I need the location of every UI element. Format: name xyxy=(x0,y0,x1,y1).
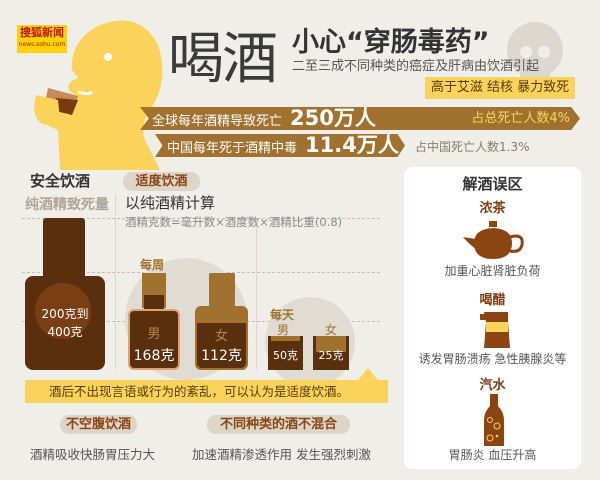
myth-name: 浓茶 xyxy=(479,201,506,216)
tip-tag: 不空腹饮酒 xyxy=(60,415,137,434)
headline: 小心“穿肠毒药” xyxy=(292,27,490,58)
divider xyxy=(22,218,380,219)
myth-effect: 加重心脏肾脏负荷 xyxy=(444,264,541,278)
global-stat-band: 全球每年酒精导致死亡 250万人 占总死亡人数4% xyxy=(140,107,580,130)
global-stat-label: 全球每年酒精导致死亡 xyxy=(152,114,283,129)
china-stat-share: 占中国死亡人数1.3% xyxy=(415,140,530,154)
tip-text: 加速酒精渗透作用 发生强烈刺激 xyxy=(192,447,371,462)
soda-bottle-icon xyxy=(484,394,504,446)
daily-female-glass: 25克 xyxy=(313,336,349,370)
callout-box: 高于艾滋 结核 暴力致死 xyxy=(425,77,575,99)
daily-female-label: 女 xyxy=(325,323,338,337)
vinegar-jug-icon xyxy=(480,312,510,348)
moderate-note: 酒后不出现言语或行为的紊乱，可以认为是适度饮酒。 xyxy=(25,380,388,403)
global-stat-share: 占总死亡人数4% xyxy=(471,111,570,126)
subtitle: 二至三成不同种类的癌症及肝病由饮酒引起 xyxy=(292,59,540,74)
moderate-drinking-tag: 适度饮酒 xyxy=(123,172,200,191)
safe-drinking-title: 安全饮酒 xyxy=(30,172,91,190)
lethal-dose-label: 纯酒精致死量 xyxy=(25,197,109,213)
china-stat-value: 11.4万人 xyxy=(305,133,399,157)
lethal-dose-bottle: 200克到 400克 xyxy=(25,218,105,370)
weekly-label: 每周 xyxy=(140,258,165,272)
tip-tag: 不同种类的酒不混合 xyxy=(207,415,350,434)
daily-male-glass: 50克 xyxy=(268,336,303,370)
china-stat-band: 中国每年死于酒精中毒 11.4万人 xyxy=(155,134,405,157)
myths-title: 解酒误区 xyxy=(462,175,523,193)
basis-text: 以纯酒精计算 xyxy=(125,194,216,212)
page-title: 喝酒 xyxy=(168,27,278,92)
skull-icon xyxy=(507,22,563,85)
weekly-male-bottle: 男 168克 xyxy=(128,273,180,370)
global-stat-value: 250万人 xyxy=(290,106,376,130)
myth-name: 汽水 xyxy=(479,378,506,393)
myth-effect: 诱发胃肠溃疡 急性胰腺炎等 xyxy=(418,352,567,366)
weekly-female-bottle: 女 112克 xyxy=(195,273,248,370)
teapot-icon xyxy=(463,221,524,259)
hangover-myths-card: 解酒误区 浓茶 加重心脏肾脏负荷 喝醋 诱发胃肠溃疡 急性胰腺炎等 汽水 胃肠炎… xyxy=(404,167,581,469)
myth-name: 喝醋 xyxy=(479,293,506,308)
daily-male-label: 男 xyxy=(277,323,290,337)
china-stat-label: 中国每年死于酒精中毒 xyxy=(167,141,298,156)
daily-label: 每天 xyxy=(270,308,295,322)
myth-effect: 胃肠炎 血压升高 xyxy=(448,448,537,462)
drinking-person-illustration xyxy=(34,20,163,170)
tip-text: 酒精吸收快肠胃压力大 xyxy=(30,447,156,462)
formula-text: 酒精克数=毫升数×酒度数×酒精比重(0.8) xyxy=(125,215,343,229)
sohu-news-logo: 搜狐新闻 news.sohu.com xyxy=(17,25,67,53)
